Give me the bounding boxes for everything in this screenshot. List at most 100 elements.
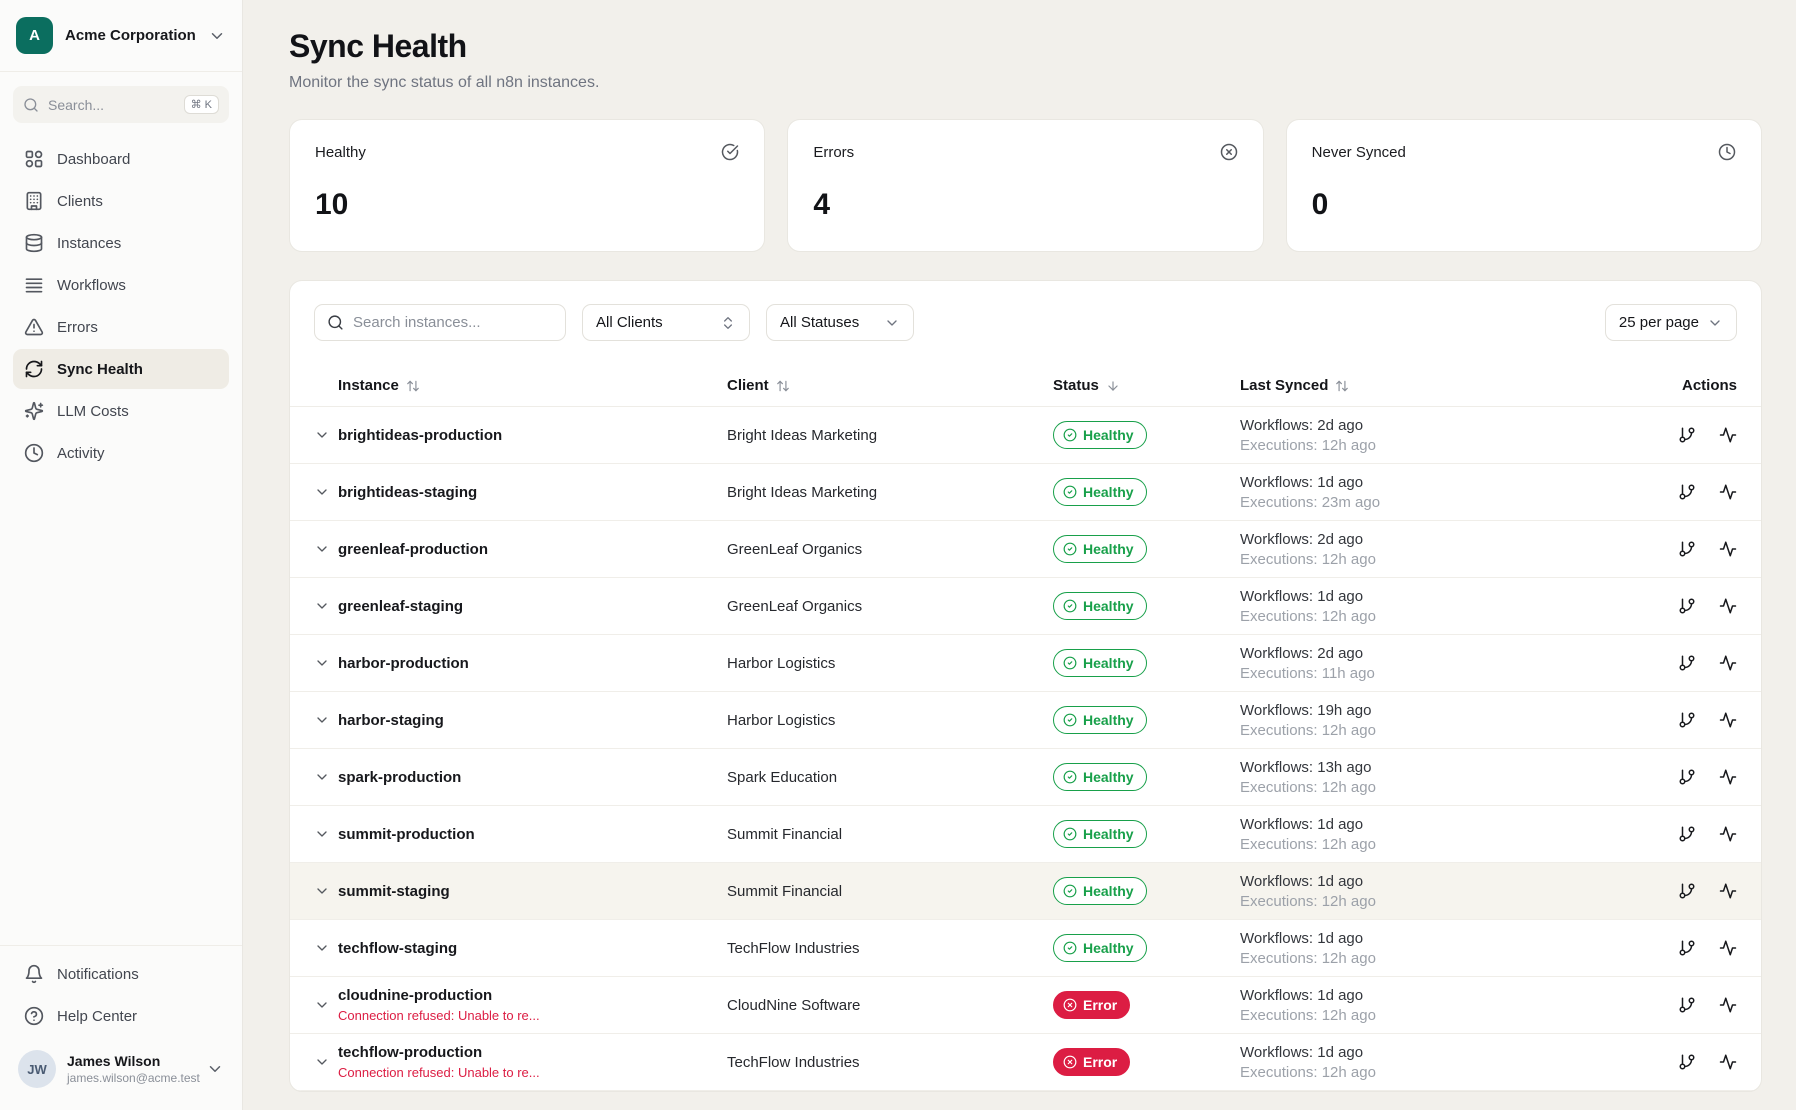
sort-icon <box>776 379 790 393</box>
circle-check-icon <box>1063 428 1077 442</box>
instance-error-message: Connection refused: Unable to re... <box>338 1008 540 1023</box>
client-filter-select[interactable]: All Clients <box>582 304 750 341</box>
activity-icon[interactable] <box>1719 711 1737 729</box>
git-branch-icon[interactable] <box>1678 1053 1696 1071</box>
git-branch-icon[interactable] <box>1678 882 1696 900</box>
activity-icon[interactable] <box>1719 768 1737 786</box>
activity-icon[interactable] <box>1719 654 1737 672</box>
status-badge: Healthy <box>1053 477 1147 507</box>
column-header-last-synced[interactable]: Last Synced <box>1240 377 1627 394</box>
row-expand-chevron-icon[interactable] <box>314 712 330 728</box>
sidebar-item-sync-health[interactable]: Sync Health <box>13 349 229 389</box>
git-branch-icon[interactable] <box>1678 939 1696 957</box>
row-expand-chevron-icon[interactable] <box>314 598 330 614</box>
triangle-alert-icon <box>24 317 44 337</box>
last-synced-executions: Executions: 12h ago <box>1240 1063 1376 1081</box>
sort-desc-icon <box>1106 379 1120 393</box>
column-header-client[interactable]: Client <box>727 377 1053 394</box>
instance-name: harbor-staging <box>338 711 444 729</box>
search-input[interactable] <box>353 314 553 331</box>
table-row[interactable]: greenleaf-staging GreenLeaf Organics Hea… <box>290 578 1761 635</box>
table-row[interactable]: harbor-production Harbor Logistics Healt… <box>290 635 1761 692</box>
git-branch-icon[interactable] <box>1678 426 1696 444</box>
table-row[interactable]: brightideas-production Bright Ideas Mark… <box>290 407 1761 464</box>
instance-search-field[interactable] <box>314 304 566 341</box>
org-switcher[interactable]: A Acme Corporation <box>0 0 242 72</box>
row-expand-chevron-icon[interactable] <box>314 997 330 1013</box>
activity-icon[interactable] <box>1719 1053 1737 1071</box>
git-branch-icon[interactable] <box>1678 540 1696 558</box>
page-size-select[interactable]: 25 per page <box>1604 304 1737 341</box>
activity-icon[interactable] <box>1719 426 1737 444</box>
sidebar-item-help-center[interactable]: Help Center <box>13 996 229 1036</box>
table-row[interactable]: harbor-staging Harbor Logistics Healthy … <box>290 692 1761 749</box>
card-label: Never Synced <box>1311 143 1406 161</box>
row-expand-chevron-icon[interactable] <box>314 826 330 842</box>
git-branch-icon[interactable] <box>1678 597 1696 615</box>
page-title: Sync Health <box>289 28 467 64</box>
client-name: GreenLeaf Organics <box>727 540 863 558</box>
git-branch-icon[interactable] <box>1678 711 1696 729</box>
activity-icon[interactable] <box>1719 939 1737 957</box>
client-name: CloudNine Software <box>727 996 861 1014</box>
activity-icon[interactable] <box>1719 597 1737 615</box>
table-row[interactable]: summit-staging Summit Financial Healthy … <box>290 863 1761 920</box>
status-badge: Error <box>1053 990 1131 1020</box>
status-badge: Healthy <box>1053 705 1147 735</box>
status-filter-select[interactable]: All Statuses <box>766 304 914 341</box>
column-header-instance[interactable]: Instance <box>338 377 727 394</box>
row-expand-chevron-icon[interactable] <box>314 655 330 671</box>
sidebar-item-instances[interactable]: Instances <box>13 223 229 263</box>
table-row[interactable]: greenleaf-production GreenLeaf Organics … <box>290 521 1761 578</box>
git-branch-icon[interactable] <box>1678 768 1696 786</box>
row-expand-chevron-icon[interactable] <box>314 1054 330 1070</box>
git-branch-icon[interactable] <box>1678 654 1696 672</box>
row-expand-chevron-icon[interactable] <box>314 940 330 956</box>
circle-x-icon <box>1220 143 1238 161</box>
table-row[interactable]: techflow-production Connection refused: … <box>290 1034 1761 1091</box>
sidebar-item-activity[interactable]: Activity <box>13 433 229 473</box>
last-synced-workflows: Workflows: 1d ago <box>1240 986 1364 1004</box>
row-expand-chevron-icon[interactable] <box>314 541 330 557</box>
activity-icon[interactable] <box>1719 882 1737 900</box>
git-branch-icon[interactable] <box>1678 825 1696 843</box>
client-name: Bright Ideas Marketing <box>727 426 878 444</box>
client-filter-value: All Clients <box>596 314 663 331</box>
table-row[interactable]: summit-production Summit Financial Healt… <box>290 806 1761 863</box>
table-row[interactable]: brightideas-staging Bright Ideas Marketi… <box>290 464 1761 521</box>
refresh-icon <box>24 359 44 379</box>
last-synced-workflows: Workflows: 19h ago <box>1240 701 1372 719</box>
sidebar-footer-nav: Notifications Help Center <box>13 954 229 1036</box>
keyboard-shortcut-badge: ⌘ K <box>183 95 219 114</box>
sidebar-item-notifications[interactable]: Notifications <box>13 954 229 994</box>
last-synced-workflows: Workflows: 1d ago <box>1240 587 1364 605</box>
circle-check-icon <box>1063 770 1077 784</box>
git-branch-icon[interactable] <box>1678 483 1696 501</box>
table-row[interactable]: spark-production Spark Education Healthy… <box>290 749 1761 806</box>
activity-icon[interactable] <box>1719 483 1737 501</box>
sidebar-item-errors[interactable]: Errors <box>13 307 229 347</box>
git-branch-icon[interactable] <box>1678 996 1696 1014</box>
table-row[interactable]: techflow-staging TechFlow Industries Hea… <box>290 920 1761 977</box>
sidebar-search-placeholder: Search... <box>48 96 105 113</box>
client-name: Harbor Logistics <box>727 711 836 729</box>
row-expand-chevron-icon[interactable] <box>314 883 330 899</box>
sidebar-item-workflows[interactable]: Workflows <box>13 265 229 305</box>
table-row[interactable]: cloudnine-production Connection refused:… <box>290 977 1761 1034</box>
row-expand-chevron-icon[interactable] <box>314 484 330 500</box>
sidebar-nav: Dashboard Clients Instances Workflows Er… <box>0 133 242 481</box>
row-expand-chevron-icon[interactable] <box>314 427 330 443</box>
activity-icon[interactable] <box>1719 825 1737 843</box>
sidebar-item-clients[interactable]: Clients <box>13 181 229 221</box>
client-name: GreenLeaf Organics <box>727 597 863 615</box>
last-synced-executions: Executions: 12h ago <box>1240 607 1376 625</box>
sidebar-item-dashboard[interactable]: Dashboard <box>13 139 229 179</box>
activity-icon[interactable] <box>1719 996 1737 1014</box>
row-expand-chevron-icon[interactable] <box>314 769 330 785</box>
user-menu[interactable]: JW James Wilson james.wilson@acme.test <box>13 1038 229 1104</box>
instances-panel: All Clients All Statuses 25 per page Ins… <box>289 280 1762 1092</box>
activity-icon[interactable] <box>1719 540 1737 558</box>
sidebar-search-input[interactable]: Search... ⌘ K <box>13 86 229 123</box>
column-header-status[interactable]: Status <box>1053 377 1240 394</box>
sidebar-item-llm-costs[interactable]: LLM Costs <box>13 391 229 431</box>
